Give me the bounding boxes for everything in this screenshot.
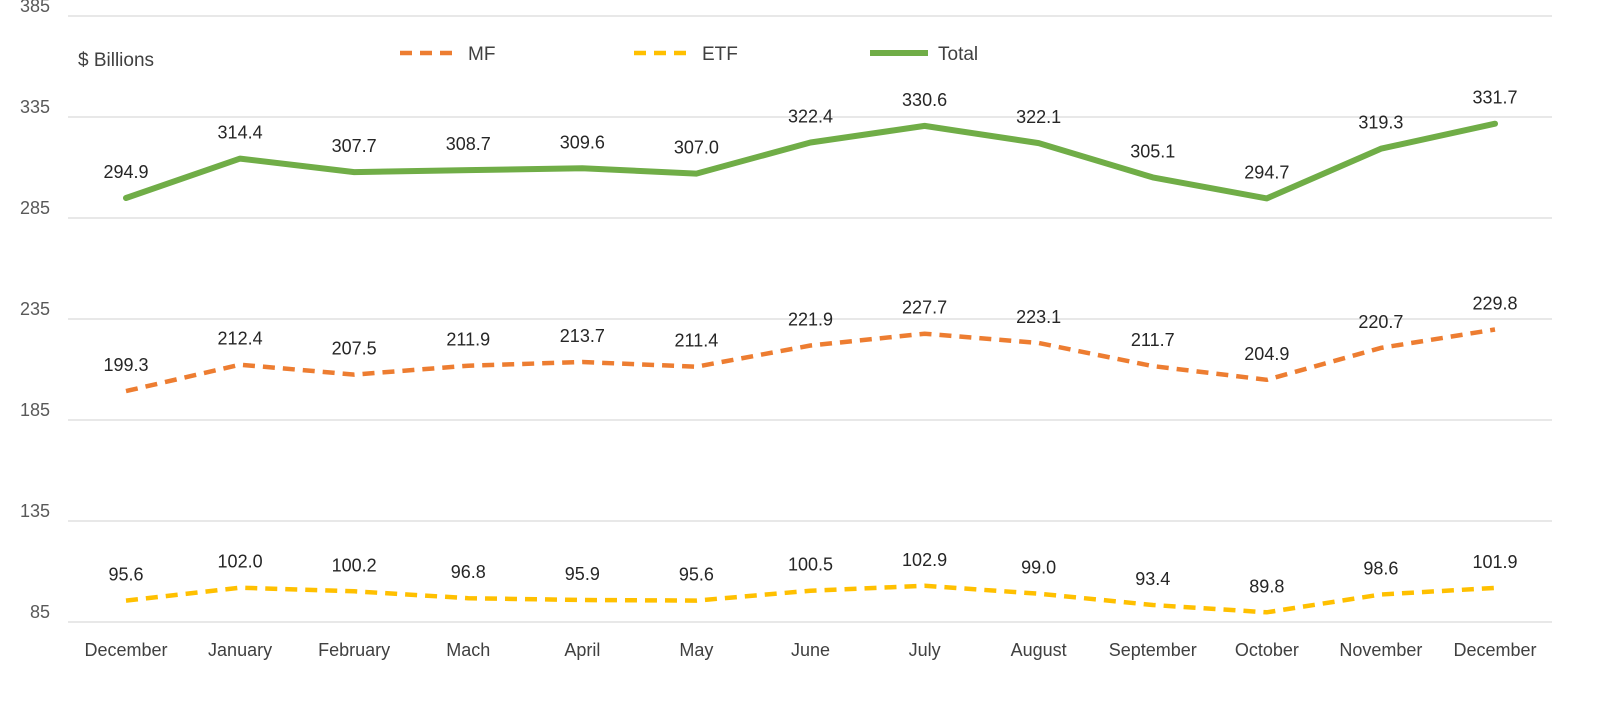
data-label-total: 309.6 xyxy=(560,132,605,152)
data-label-mf: 227.7 xyxy=(902,298,947,318)
data-label-total: 294.9 xyxy=(103,162,148,182)
x-tick-label: November xyxy=(1339,640,1422,660)
y-tick-label: 335 xyxy=(20,97,50,117)
x-tick-label: April xyxy=(564,640,600,660)
data-label-total: 307.0 xyxy=(674,138,719,158)
legend: MF ETF Total xyxy=(400,44,978,65)
x-tick-label: October xyxy=(1235,640,1299,660)
data-label-total: 322.1 xyxy=(1016,107,1061,127)
data-label-total: 314.4 xyxy=(218,123,263,143)
gridlines xyxy=(68,15,1552,623)
data-label-etf: 102.0 xyxy=(218,552,263,572)
data-label-etf: 98.6 xyxy=(1363,559,1398,579)
x-tick-label: January xyxy=(208,640,272,660)
data-label-etf: 95.6 xyxy=(108,565,143,585)
x-tick-label: August xyxy=(1011,640,1067,660)
y-tick-label: 385 xyxy=(20,0,50,16)
series-line-mf xyxy=(125,327,1496,394)
data-label-etf: 95.6 xyxy=(679,565,714,585)
data-label-mf: 213.7 xyxy=(560,326,605,346)
series-lines xyxy=(123,120,1498,615)
data-label-total: 305.1 xyxy=(1130,141,1175,161)
data-label-etf: 95.9 xyxy=(565,564,600,584)
series-line-etf xyxy=(125,583,1496,615)
data-label-total: 331.7 xyxy=(1472,88,1517,108)
data-label-total: 294.7 xyxy=(1244,162,1289,182)
y-tick-label: 285 xyxy=(20,198,50,218)
series-line-total xyxy=(123,120,1498,202)
x-tick-label: December xyxy=(84,640,167,660)
data-label-mf: 223.1 xyxy=(1016,307,1061,327)
data-label-etf: 99.0 xyxy=(1021,558,1056,578)
data-label-etf: 101.9 xyxy=(1472,552,1517,572)
data-label-mf: 212.4 xyxy=(218,329,263,349)
data-label-mf: 211.9 xyxy=(446,330,490,350)
data-labels: 199.3 212.4 207.5 211.9 213.7 211.4 221.9 227.7… xyxy=(103,88,1517,597)
data-label-mf: 204.9 xyxy=(1244,344,1289,364)
x-tick-label: July xyxy=(909,640,941,660)
legend-label-total: Total xyxy=(938,44,978,65)
x-tick-label: December xyxy=(1453,640,1536,660)
data-label-etf: 96.8 xyxy=(451,562,486,582)
data-label-total: 308.7 xyxy=(446,134,491,154)
data-label-mf: 211.7 xyxy=(1131,330,1175,350)
data-label-mf: 229.8 xyxy=(1472,294,1517,314)
y-tick-label: 235 xyxy=(20,299,50,319)
x-tick-label: June xyxy=(791,640,830,660)
data-label-etf: 100.2 xyxy=(332,555,377,575)
legend-label-etf: ETF xyxy=(702,44,738,65)
y-tick-label: 135 xyxy=(20,501,50,521)
x-tick-label: February xyxy=(318,640,390,660)
data-label-etf: 100.5 xyxy=(788,555,833,575)
y-axis: 85 135 185 235 285 335 385 xyxy=(20,0,50,622)
x-tick-label: Mach xyxy=(446,640,490,660)
y-tick-label: 185 xyxy=(20,400,50,420)
x-tick-label: May xyxy=(679,640,713,660)
x-tick-label: September xyxy=(1109,640,1197,660)
data-label-mf: 220.7 xyxy=(1358,312,1403,332)
data-label-total: 319.3 xyxy=(1358,113,1403,133)
y-tick-label: 85 xyxy=(30,602,50,622)
data-label-etf: 89.8 xyxy=(1249,576,1284,596)
y-axis-label: $ Billions xyxy=(78,50,154,71)
legend-label-mf: MF xyxy=(468,44,495,65)
data-label-mf: 221.9 xyxy=(788,309,833,329)
data-label-mf: 207.5 xyxy=(332,339,377,359)
data-label-total: 307.7 xyxy=(332,136,377,156)
data-label-total: 322.4 xyxy=(788,106,833,126)
x-axis: December January February Mach April May June J… xyxy=(84,640,1536,660)
data-label-total: 330.6 xyxy=(902,90,947,110)
data-label-mf: 211.4 xyxy=(675,331,719,351)
data-label-etf: 102.9 xyxy=(902,550,947,570)
data-label-etf: 93.4 xyxy=(1135,569,1170,589)
data-label-mf: 199.3 xyxy=(103,355,148,375)
